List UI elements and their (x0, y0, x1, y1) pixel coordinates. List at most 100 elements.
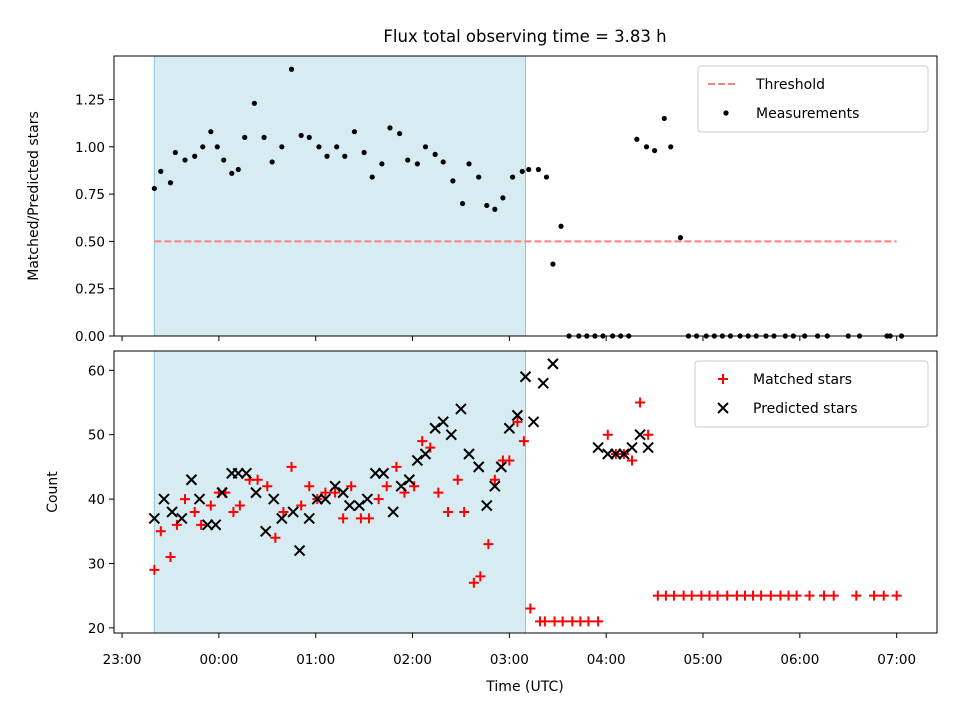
bottom-data-point (468, 577, 479, 588)
bottom-data-point (303, 512, 315, 525)
bottom-data-point (804, 590, 815, 601)
bottom-y-axis-label: Count (45, 471, 61, 513)
bottom-data-point (228, 506, 239, 517)
bottom-data-point (330, 487, 341, 498)
top-data-point (643, 144, 650, 150)
bottom-data-point (287, 506, 299, 518)
top-data-point (440, 159, 446, 165)
bottom-data-point (320, 487, 331, 498)
bottom-data-point (511, 409, 524, 422)
bottom-data-point (240, 467, 253, 480)
bottom-data-point (878, 590, 889, 601)
bottom-data-point (819, 590, 830, 601)
top-data-point (500, 195, 506, 201)
bottom-data-point (343, 499, 356, 512)
bottom-data-point (481, 499, 493, 512)
top-y-tick-label: 0.50 (75, 234, 105, 250)
bottom-data-point (270, 532, 281, 543)
x-tick-label: 00:00 (199, 652, 238, 668)
bottom-y-tick-label: 60 (88, 363, 105, 379)
bottom-data-point (592, 441, 604, 454)
top-data-point (334, 144, 340, 150)
top-data-point (158, 168, 164, 175)
bottom-data-point (216, 486, 228, 499)
top-data-point (151, 185, 157, 192)
top-axes-frame (113, 55, 938, 337)
bottom-data-point (377, 467, 390, 480)
bottom-data-point (185, 474, 198, 486)
bottom-data-point (196, 519, 207, 530)
bottom-data-point (276, 512, 288, 525)
bottom-data-point (891, 590, 902, 601)
top-data-point (298, 132, 304, 139)
top-data-point (432, 151, 438, 157)
bottom-data-point (475, 571, 486, 582)
bottom-data-point (634, 428, 646, 441)
bottom-y-tick-label: 30 (88, 556, 105, 572)
top-data-point (405, 157, 411, 163)
bottom-data-point (525, 603, 536, 614)
bottom-series-0 (149, 397, 902, 627)
bottom-data-point (148, 512, 161, 525)
bottom-data-point (166, 506, 178, 518)
top-data-point (414, 161, 420, 167)
top-data-point (466, 161, 472, 167)
top-data-point (634, 136, 640, 142)
bottom-data-point (851, 590, 862, 601)
legend-label: Predicted stars (753, 401, 858, 417)
bottom-data-point (489, 474, 500, 485)
top-data-point (192, 153, 198, 159)
bottom-data-point (756, 590, 767, 601)
top-data-point (167, 180, 174, 186)
top-y-tick-label: 1.25 (75, 93, 105, 109)
legend-plus-swatch (718, 374, 728, 384)
x-tick-label: 02:00 (393, 652, 432, 668)
bottom-data-point (512, 416, 523, 427)
bottom-data-point (828, 590, 839, 601)
bottom-data-point (539, 616, 550, 627)
bottom-data-point (158, 493, 170, 505)
bottom-data-point (583, 616, 594, 627)
bottom-data-point (259, 525, 272, 537)
x-tick-label: 04:00 (587, 652, 626, 668)
top-data-point (229, 170, 235, 176)
legend-label: Threshold (755, 77, 825, 93)
top-data-point (668, 144, 674, 150)
top-data-point (492, 206, 498, 212)
top-data-point (172, 149, 178, 156)
bottom-data-point (504, 455, 515, 466)
top-data-point (661, 115, 667, 122)
top-data-point (351, 129, 358, 135)
bottom-data-point (205, 500, 216, 511)
bottom-data-point (643, 429, 654, 440)
bottom-data-point (437, 416, 449, 428)
bottom-data-point (459, 506, 470, 517)
legend-label: Matched stars (753, 372, 852, 388)
top-data-point (526, 166, 532, 173)
bottom-data-point (445, 428, 457, 441)
bottom-data-point (250, 486, 262, 499)
bottom-data-point (293, 544, 306, 557)
top-data-point (361, 149, 367, 156)
bottom-data-point (304, 481, 315, 492)
bottom-data-point (419, 448, 432, 460)
top-data-point (214, 144, 220, 150)
bottom-legend-frame (694, 360, 929, 428)
bottom-data-point (642, 441, 654, 454)
top-data-point (242, 134, 248, 140)
x-tick-label: 23:00 (103, 652, 142, 668)
top-data-point (235, 166, 241, 173)
bottom-y-tick-label: 20 (88, 621, 105, 637)
bottom-data-point (391, 461, 402, 472)
top-data-point (535, 166, 542, 173)
bottom-data-point (278, 506, 289, 517)
bottom-data-point (149, 564, 160, 575)
bottom-data-point (602, 429, 613, 440)
bottom-data-point (425, 442, 436, 453)
bottom-data-point (319, 493, 332, 505)
bottom-data-point (547, 358, 559, 370)
legend-x-swatch (717, 402, 729, 414)
bottom-data-point (329, 480, 341, 492)
bottom-data-point (268, 493, 280, 505)
